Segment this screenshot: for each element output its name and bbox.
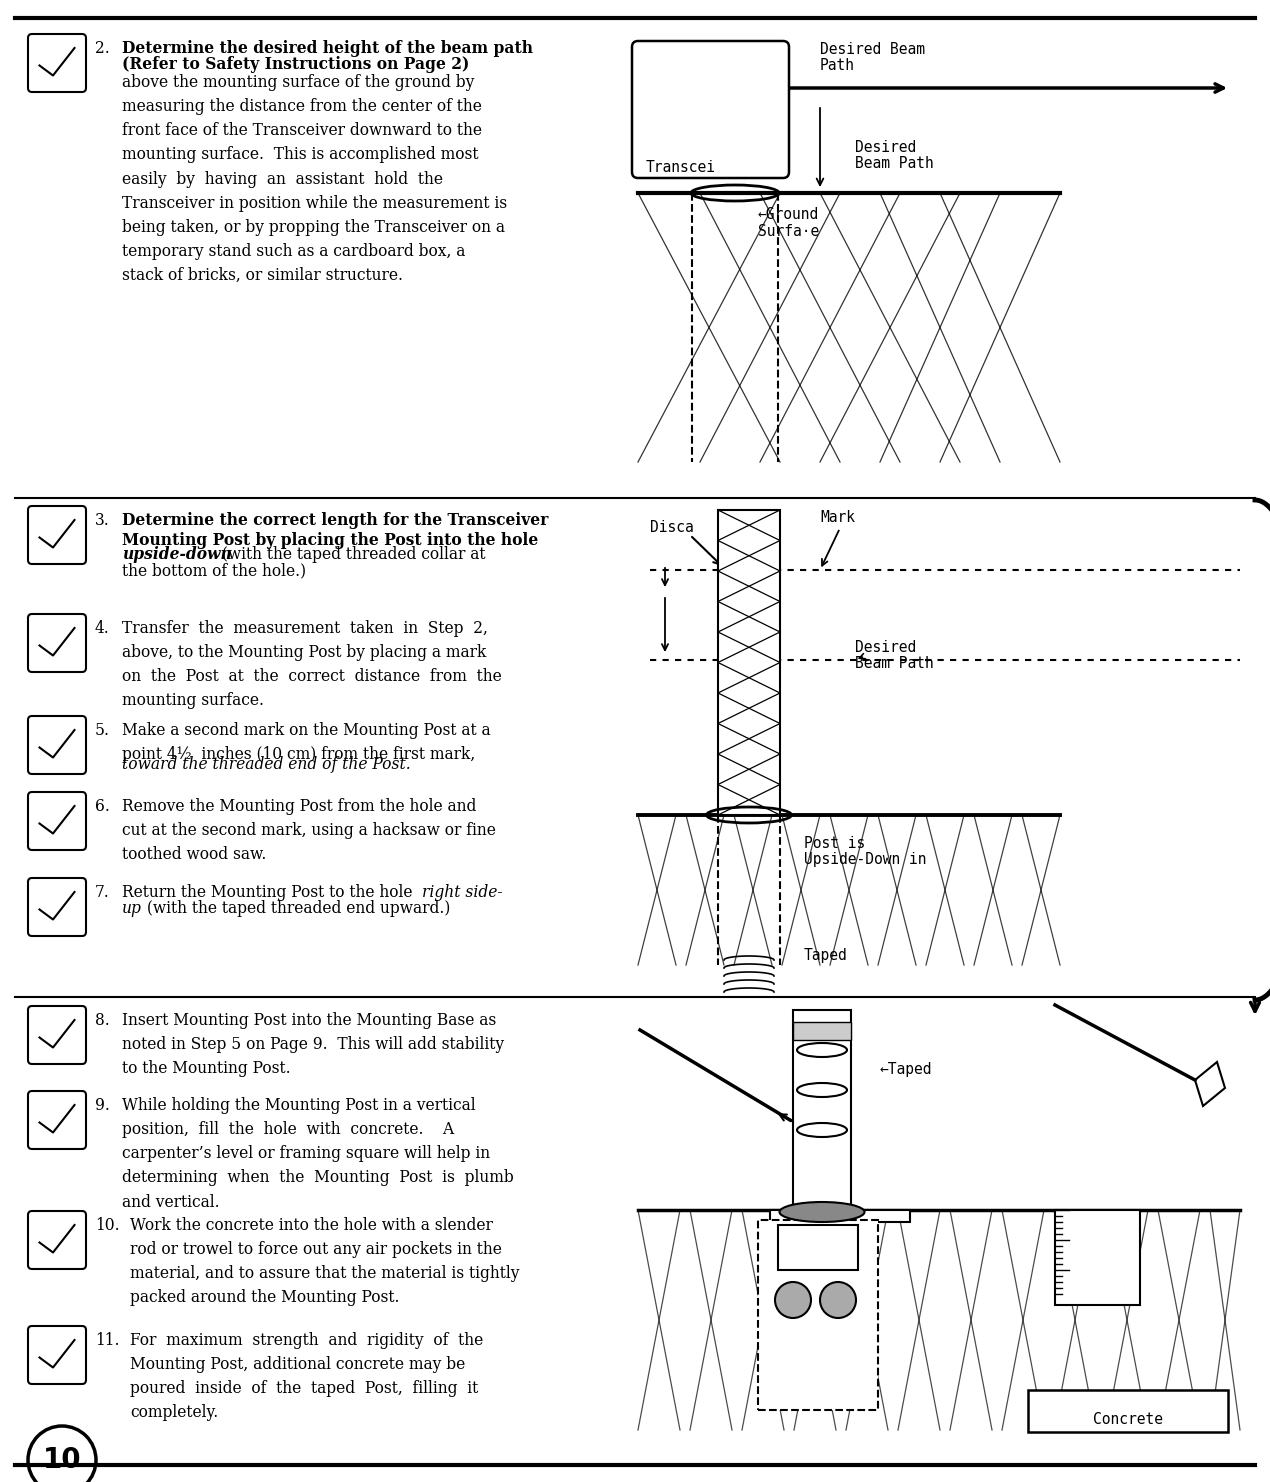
FancyBboxPatch shape bbox=[28, 1211, 86, 1269]
Text: Post is: Post is bbox=[804, 836, 865, 851]
Text: above the mounting surface of the ground by
measuring the distance from the cent: above the mounting surface of the ground… bbox=[122, 74, 507, 285]
Bar bbox=[792, 1023, 851, 1040]
Text: 2.: 2. bbox=[95, 40, 109, 56]
Text: Transcei: Transcei bbox=[646, 160, 716, 175]
FancyBboxPatch shape bbox=[28, 1006, 86, 1064]
Bar bbox=[779, 1226, 859, 1270]
Text: 3.: 3. bbox=[95, 511, 109, 529]
Text: Beam Path: Beam Path bbox=[855, 156, 933, 170]
Text: Determine the correct length for the Transceiver
Mounting Post by placing the Po: Determine the correct length for the Tra… bbox=[122, 511, 549, 548]
FancyBboxPatch shape bbox=[28, 716, 86, 774]
Ellipse shape bbox=[780, 1202, 865, 1223]
Bar bbox=[770, 1209, 911, 1223]
Text: Path: Path bbox=[820, 58, 855, 73]
Text: Return the Mounting Post to the hole: Return the Mounting Post to the hole bbox=[122, 883, 418, 901]
Text: Remove the Mounting Post from the hole and
cut at the second mark, using a hacks: Remove the Mounting Post from the hole a… bbox=[122, 797, 495, 864]
Text: upside-down: upside-down bbox=[122, 545, 231, 563]
Text: Disca: Disca bbox=[650, 520, 693, 535]
Text: (with the taped threaded collar at: (with the taped threaded collar at bbox=[217, 545, 485, 563]
Text: (Refer to Safety Instructions on Page 2): (Refer to Safety Instructions on Page 2) bbox=[122, 56, 470, 73]
Text: right side-: right side- bbox=[422, 883, 503, 901]
FancyBboxPatch shape bbox=[28, 34, 86, 92]
Text: 5.: 5. bbox=[95, 722, 110, 740]
Text: Desired: Desired bbox=[855, 139, 916, 156]
Text: 8.: 8. bbox=[95, 1012, 109, 1029]
FancyBboxPatch shape bbox=[28, 614, 86, 671]
Circle shape bbox=[820, 1282, 856, 1317]
Text: Upside-Down in: Upside-Down in bbox=[804, 852, 927, 867]
Text: Transfer  the  measurement  taken  in  Step  2,
above, to the Mounting Post by p: Transfer the measurement taken in Step 2… bbox=[122, 619, 502, 710]
Text: Work the concrete into the hole with a slender
rod or trowel to force out any ai: Work the concrete into the hole with a s… bbox=[130, 1217, 519, 1307]
Text: 4.: 4. bbox=[95, 619, 109, 637]
Bar bbox=[758, 1220, 878, 1409]
Text: Concrete: Concrete bbox=[1093, 1412, 1163, 1427]
FancyBboxPatch shape bbox=[28, 1326, 86, 1384]
Text: 11.: 11. bbox=[95, 1332, 119, 1349]
FancyBboxPatch shape bbox=[28, 877, 86, 937]
Text: ←Taped: ←Taped bbox=[880, 1063, 932, 1077]
FancyBboxPatch shape bbox=[28, 505, 86, 565]
FancyBboxPatch shape bbox=[28, 1091, 86, 1149]
Text: Desired: Desired bbox=[855, 640, 916, 655]
Text: Beam Path: Beam Path bbox=[855, 657, 933, 671]
Text: 10: 10 bbox=[43, 1446, 81, 1475]
FancyBboxPatch shape bbox=[28, 791, 86, 851]
Text: 9.: 9. bbox=[95, 1097, 110, 1114]
Text: Insert Mounting Post into the Mounting Base as
noted in Step 5 on Page 9.  This : Insert Mounting Post into the Mounting B… bbox=[122, 1012, 504, 1077]
Text: up: up bbox=[122, 900, 142, 917]
Bar bbox=[1055, 1209, 1140, 1306]
Text: For  maximum  strength  and  rigidity  of  the
Mounting Post, additional concret: For maximum strength and rigidity of the… bbox=[130, 1332, 484, 1421]
FancyBboxPatch shape bbox=[632, 41, 789, 178]
Text: Taped: Taped bbox=[804, 948, 848, 963]
Text: 6.: 6. bbox=[95, 797, 110, 815]
Text: Determine the desired height of the beam path: Determine the desired height of the beam… bbox=[122, 40, 533, 56]
Text: Make a second mark on the Mounting Post at a
point 4½  inches (10 cm) from the f: Make a second mark on the Mounting Post … bbox=[122, 722, 490, 763]
Text: 10.: 10. bbox=[95, 1217, 119, 1235]
Polygon shape bbox=[1195, 1063, 1226, 1106]
Text: While holding the Mounting Post in a vertical
position,  fill  the  hole  with  : While holding the Mounting Post in a ver… bbox=[122, 1097, 514, 1211]
Text: toward the threaded end of the Post.: toward the threaded end of the Post. bbox=[122, 756, 410, 774]
Text: Mark: Mark bbox=[820, 510, 855, 525]
Bar bbox=[718, 510, 780, 815]
Bar bbox=[1027, 1390, 1228, 1432]
Text: Desired Beam: Desired Beam bbox=[820, 41, 925, 56]
Circle shape bbox=[775, 1282, 812, 1317]
Text: (with the taped threaded end upward.): (with the taped threaded end upward.) bbox=[142, 900, 451, 917]
Text: ←Ground: ←Ground bbox=[758, 207, 819, 222]
Text: Cut: Cut bbox=[752, 668, 779, 683]
Text: Surfa·e: Surfa·e bbox=[758, 224, 819, 239]
Text: 7.: 7. bbox=[95, 883, 109, 901]
Text: the bottom of the hole.): the bottom of the hole.) bbox=[122, 562, 306, 579]
Bar bbox=[792, 1011, 851, 1209]
